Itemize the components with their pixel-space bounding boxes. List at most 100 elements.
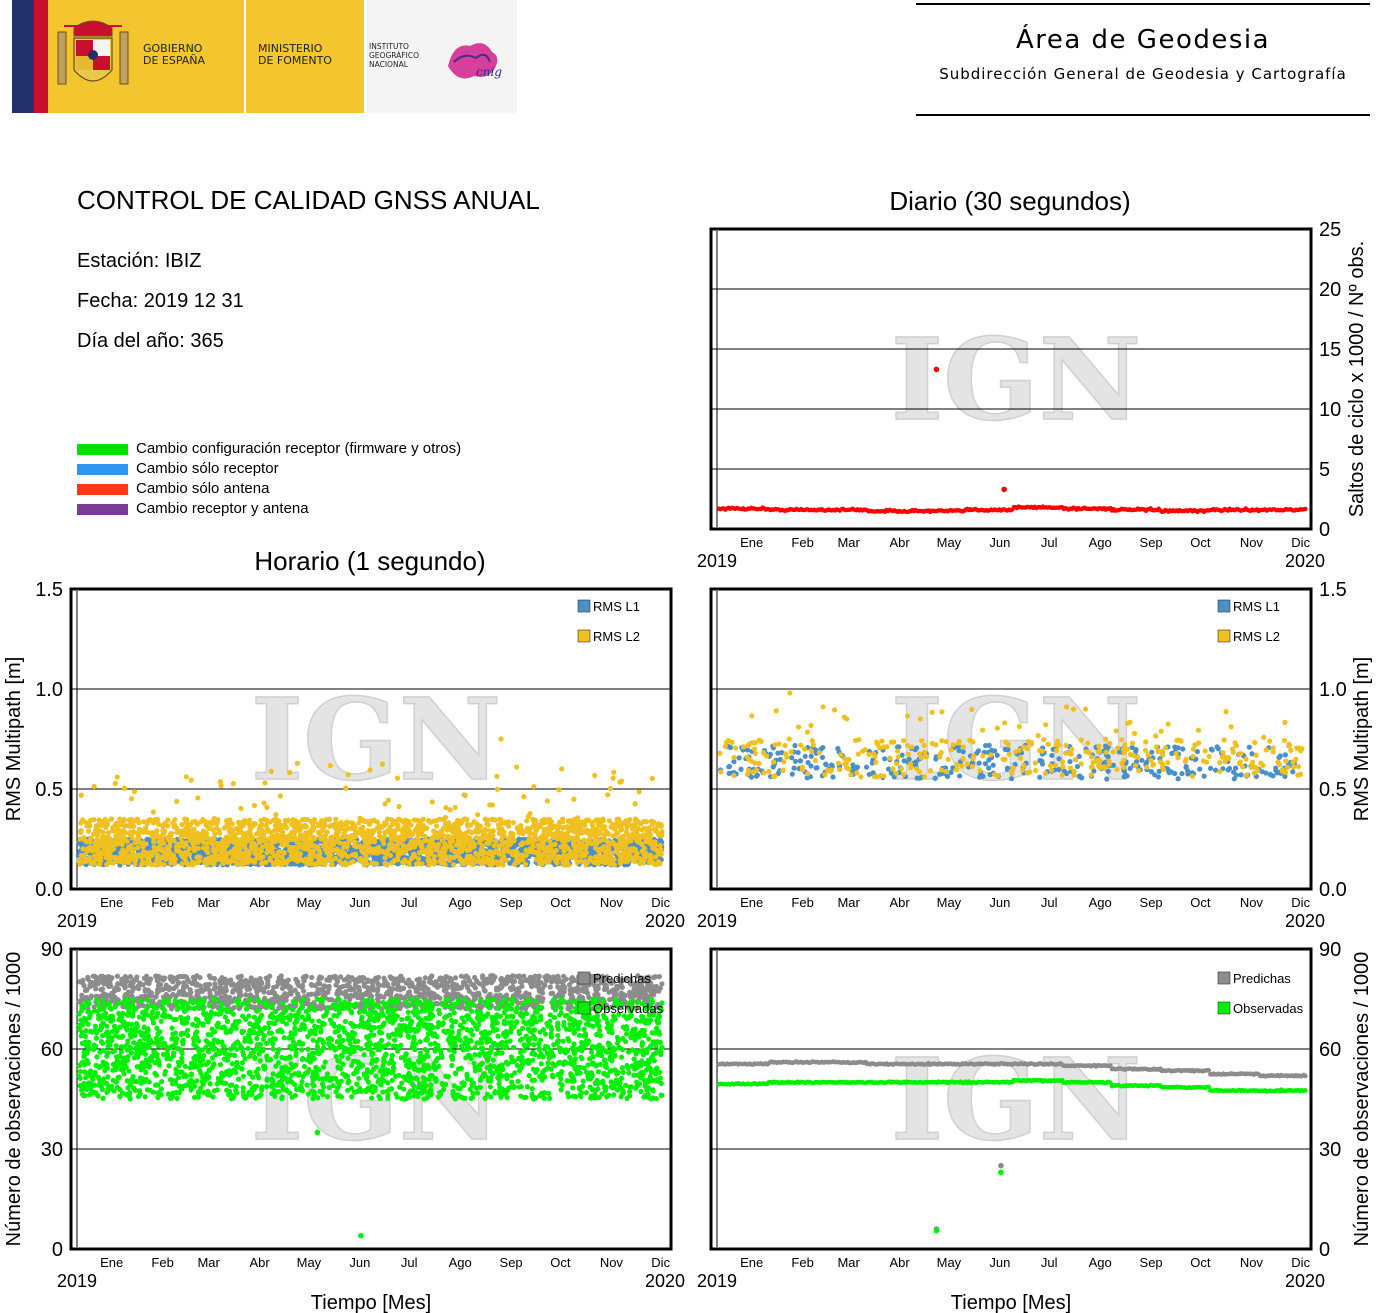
multipath-point (167, 837, 173, 843)
multipath-point (264, 804, 270, 810)
multipath-point (84, 848, 90, 854)
month-label: Abr (889, 535, 910, 550)
multipath-point (131, 823, 137, 829)
multipath-point (544, 798, 551, 804)
multipath-point (387, 852, 394, 859)
multipath-point (537, 856, 543, 862)
multipath-point (322, 846, 328, 853)
multipath-point (646, 859, 652, 865)
multipath-point (145, 858, 151, 864)
multipath-point (627, 846, 634, 852)
multipath-point (503, 841, 509, 847)
multipath-point (359, 828, 365, 834)
multipath-point (108, 816, 114, 822)
multipath-point (287, 847, 293, 854)
multipath-point (599, 816, 605, 823)
multipath-point (429, 860, 435, 866)
multipath-point (523, 852, 529, 858)
multipath-point (399, 826, 406, 832)
multipath-point (152, 861, 158, 867)
multipath-point (142, 841, 148, 847)
month-label: Jul (1041, 895, 1058, 910)
multipath-point (349, 832, 355, 839)
multipath-point (517, 852, 523, 858)
multipath-point (491, 843, 497, 849)
month-label: Nov (1240, 535, 1264, 550)
multipath-point (555, 830, 561, 836)
multipath-point (559, 766, 565, 772)
multipath-point (621, 850, 627, 856)
multipath-point (368, 832, 374, 839)
multipath-point (528, 831, 534, 837)
multipath-point (639, 848, 645, 854)
multipath-point (572, 843, 578, 849)
month-label: Feb (151, 895, 173, 910)
multipath-point (471, 841, 478, 848)
doy-label: Día del año: 365 (77, 330, 224, 352)
multipath-point (488, 862, 495, 868)
multipath-point (459, 858, 466, 864)
multipath-point (162, 828, 168, 834)
multipath-point (349, 820, 355, 826)
multipath-point (527, 849, 533, 855)
multipath-point (159, 846, 165, 852)
multipath-point (206, 858, 212, 864)
multipath-point (93, 853, 99, 859)
multipath-point (113, 841, 120, 847)
multipath-point (93, 844, 99, 850)
multipath-point (376, 829, 383, 835)
multipath-point (599, 837, 606, 843)
month-label: Sep (500, 895, 523, 910)
multipath-point (361, 850, 368, 856)
multipath-point (574, 824, 580, 830)
multipath-point (321, 836, 327, 842)
multipath-point (82, 856, 88, 862)
multipath-point (495, 862, 501, 868)
multipath-point (113, 855, 119, 861)
multipath-point (195, 839, 201, 845)
multipath-point (123, 851, 129, 857)
year-start-label: 2019 (697, 551, 737, 571)
multipath-point (411, 851, 417, 858)
multipath-point (382, 833, 388, 840)
multipath-point (471, 856, 477, 862)
multipath-point (616, 816, 622, 822)
multipath-point (639, 841, 645, 847)
multipath-point (515, 827, 521, 833)
multipath-point (642, 825, 648, 831)
multipath-point (573, 817, 579, 823)
month-label: Dic (651, 895, 670, 910)
multipath-point (222, 825, 228, 831)
multipath-point (533, 818, 539, 824)
multipath-point (560, 819, 566, 825)
multipath-point (263, 859, 269, 865)
multipath-point (584, 838, 591, 844)
multipath-point (297, 841, 303, 847)
multipath-point (249, 840, 255, 846)
multipath-point (589, 822, 596, 828)
multipath-point (173, 825, 179, 831)
multipath-point (324, 857, 330, 863)
y-tick-label: 15 (1319, 339, 1341, 361)
ministry-line-2: DE FOMENTO (258, 54, 332, 67)
multipath-point (525, 813, 532, 819)
year-end-label: 2020 (1285, 911, 1325, 931)
multipath-point (414, 840, 420, 846)
slip-outlier (933, 366, 940, 373)
multipath-point (183, 774, 189, 780)
multipath-point (311, 852, 317, 859)
multipath-point (194, 821, 200, 827)
multipath-point (496, 849, 502, 855)
multipath-point (77, 828, 84, 835)
multipath-point (655, 822, 661, 829)
multipath-point (174, 798, 180, 804)
multipath-point (190, 840, 196, 846)
multipath-point (559, 837, 565, 843)
multipath-point (578, 820, 585, 826)
year-start-label: 2019 (57, 911, 97, 931)
multipath-point (601, 844, 607, 850)
multipath-point (569, 835, 575, 841)
month-label: Mar (197, 895, 220, 910)
